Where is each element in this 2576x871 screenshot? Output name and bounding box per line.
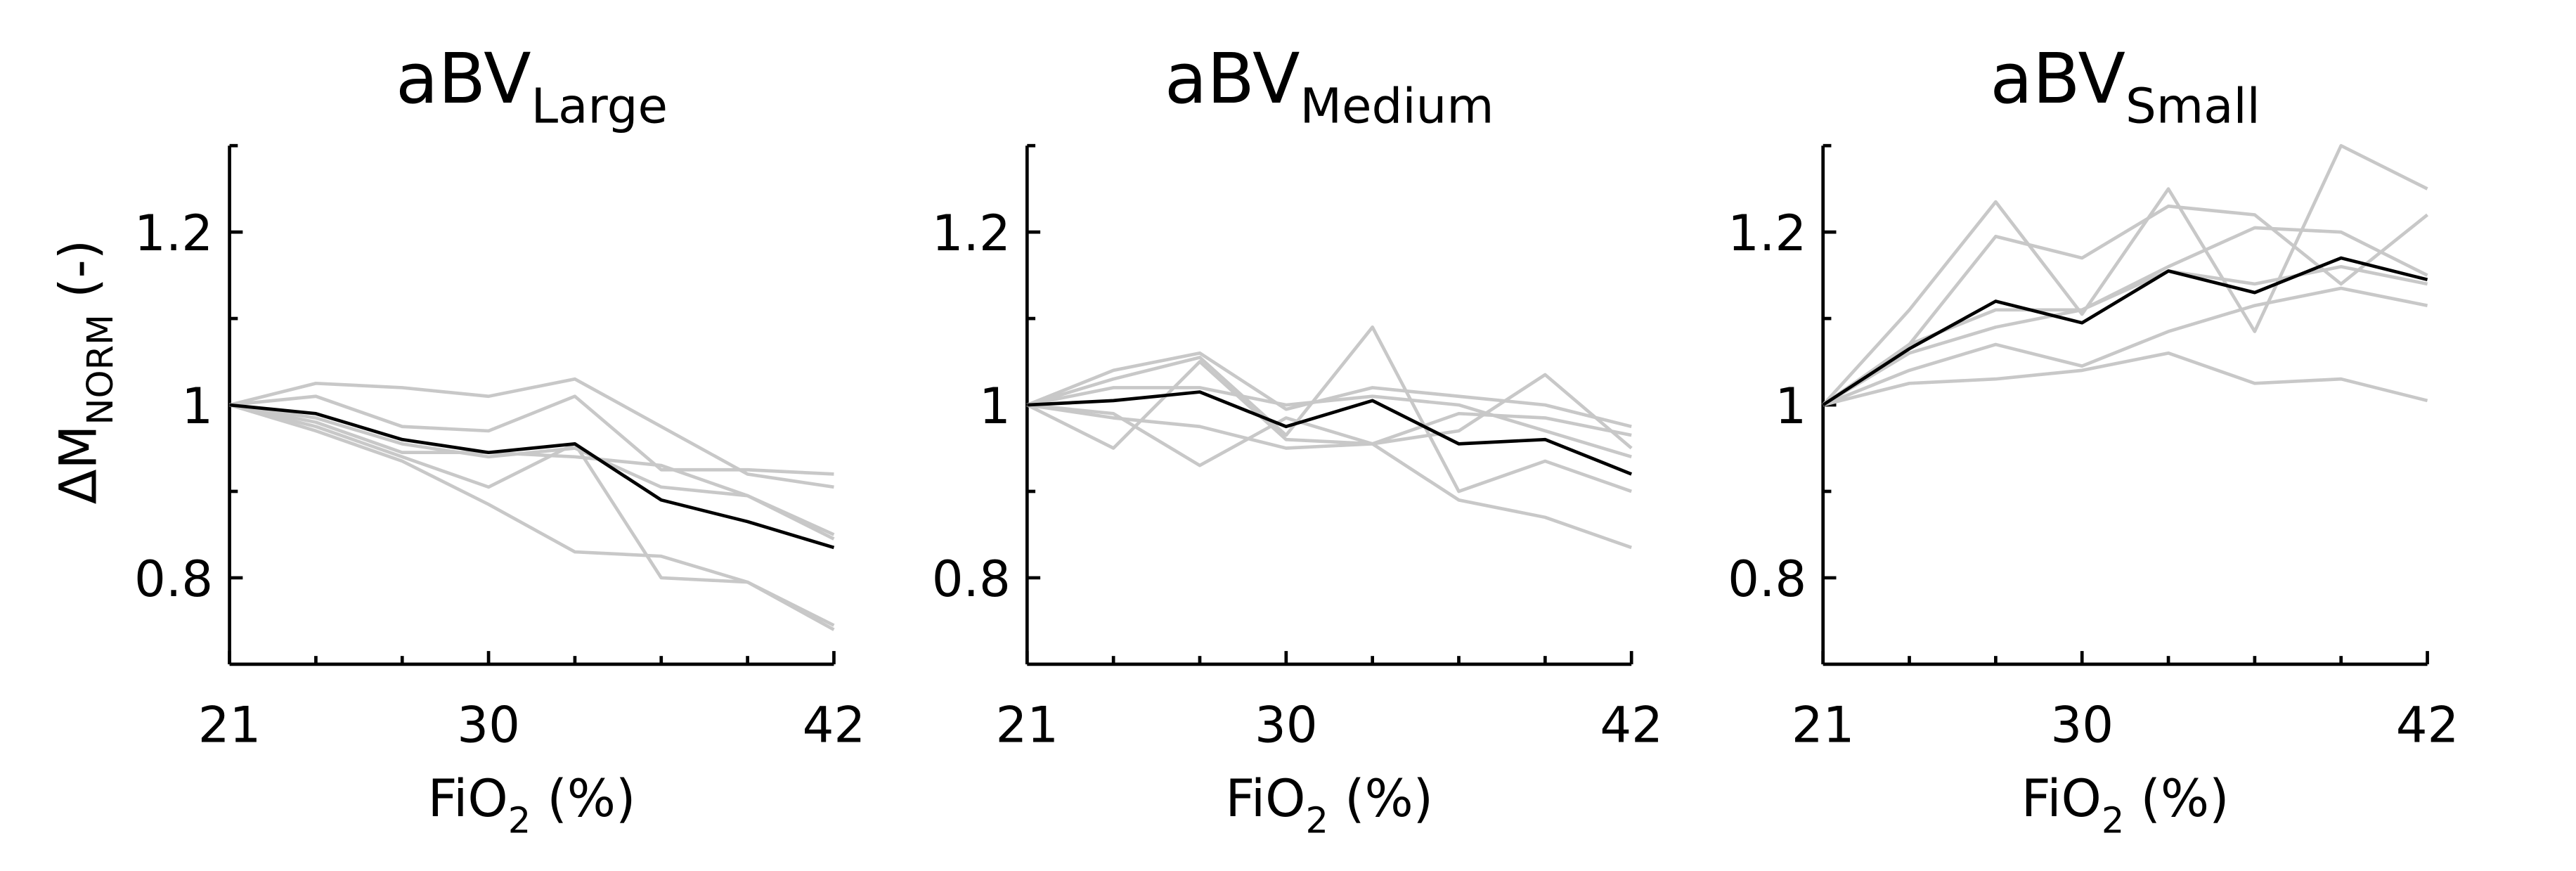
series-line	[228, 403, 835, 627]
y-tick-label: 0.8	[1728, 550, 1806, 608]
series-line	[1822, 226, 2428, 407]
x-tick-label: 21	[995, 696, 1059, 754]
series-line	[229, 403, 835, 536]
series-line	[1026, 386, 1632, 459]
title-sub: Small	[2125, 78, 2260, 134]
x-tick-label: 42	[803, 696, 866, 754]
x-tick-label: 42	[2396, 696, 2459, 754]
y-tick-label: 1	[181, 378, 213, 435]
series-line	[1821, 143, 2428, 406]
x-axis-label-sub: 2	[1305, 801, 1328, 842]
title-main: aBV	[1165, 39, 1300, 120]
y-axis-label: ΔMNORM (-)	[48, 240, 121, 505]
title-sub: Medium	[1300, 78, 1494, 134]
y-tick-label: 1	[1775, 378, 1806, 435]
y-tick-label: 1.2	[932, 205, 1011, 262]
panel: aBVSmall 21 30 42 0.8 1 1.2 FiO2 (%)	[1728, 39, 2459, 841]
x-axis-label: FiO2 (%)	[2021, 769, 2229, 841]
title-sub: Large	[531, 78, 668, 134]
series-line	[1822, 256, 2428, 407]
series-line	[229, 403, 835, 541]
x-axis-label-suffix: (%)	[2124, 769, 2229, 829]
x-tick-label: 21	[198, 696, 261, 754]
x-axis-label-sub: 2	[2102, 801, 2124, 842]
title-main: aBV	[396, 39, 531, 120]
x-axis-label: FiO2 (%)	[428, 769, 636, 841]
x-tick-label: 21	[1792, 696, 1855, 754]
y-tick-label: 1.2	[1728, 205, 1806, 262]
series-line	[1822, 264, 2428, 406]
title-main: aBV	[1990, 39, 2125, 120]
x-tick-label: 30	[2050, 696, 2114, 754]
y-tick-label: 0.8	[932, 550, 1011, 608]
chart-title: aBVLarge	[396, 39, 668, 134]
y-axis-label-suffix: (-)	[48, 240, 108, 314]
chart-title: aBVMedium	[1165, 39, 1494, 134]
series-line	[229, 403, 835, 550]
panel: aBVLarge 21 30 42 0.8 1 1.2 FiO2 (%) ΔMNORM (-)	[48, 39, 865, 841]
series-line	[1027, 403, 1632, 550]
y-axis-label-sub: NORM	[80, 314, 122, 425]
y-tick-label: 1	[979, 378, 1011, 435]
x-axis-label-main: FiO	[428, 769, 508, 829]
series-line	[1026, 403, 1632, 450]
series-line	[228, 377, 834, 489]
series-line	[1026, 351, 1632, 429]
x-axis-label-main: FiO	[1225, 769, 1305, 829]
x-tick-label: 42	[1600, 696, 1663, 754]
series-line	[1027, 390, 1633, 476]
y-axis-label-main: ΔM	[48, 425, 108, 505]
x-axis-label-suffix: (%)	[1328, 769, 1433, 829]
panel: aBVMedium 21 30 42 0.8 1 1.2 FiO2 (%)	[932, 39, 1663, 841]
y-tick-label: 1.2	[134, 205, 213, 262]
series-line	[1026, 325, 1632, 493]
x-axis-label-suffix: (%)	[531, 769, 635, 829]
x-axis-label: FiO2 (%)	[1225, 769, 1433, 841]
series-line	[1823, 351, 2428, 407]
series-line	[229, 394, 834, 476]
x-tick-label: 30	[457, 696, 520, 754]
x-axis-label-main: FiO	[2021, 769, 2102, 829]
x-axis-label-sub: 2	[508, 801, 531, 842]
series-line	[228, 403, 835, 631]
series-line	[1026, 360, 1633, 450]
x-tick-label: 30	[1255, 696, 1318, 754]
chart-title: aBVSmall	[1990, 39, 2260, 134]
y-tick-label: 0.8	[134, 550, 213, 608]
series-line	[1822, 204, 2429, 406]
series-line	[1822, 286, 2428, 407]
